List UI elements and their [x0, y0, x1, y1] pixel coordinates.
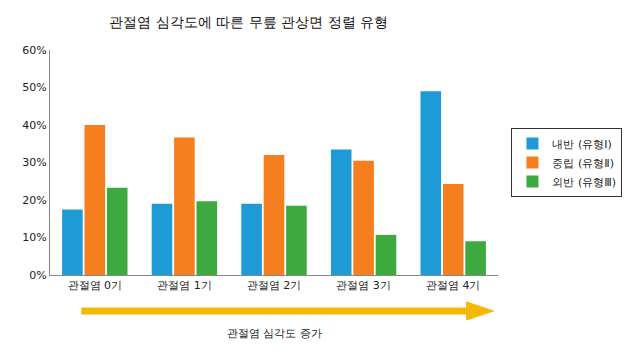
svg-text:중립 (유형Ⅱ): 중립 (유형Ⅱ)	[552, 157, 614, 170]
svg-text:40%: 40%	[22, 119, 46, 132]
svg-text:관절염 심각도에 따른 무릎 관상면 정렬 유형: 관절염 심각도에 따른 무릎 관상면 정렬 유형	[109, 14, 388, 30]
svg-text:20%: 20%	[22, 194, 46, 207]
svg-text:관절염 1기: 관절염 1기	[157, 279, 212, 292]
svg-text:관절염 심각도 증가: 관절염 심각도 증가	[227, 327, 322, 340]
svg-text:10%: 10%	[22, 231, 46, 244]
svg-text:관절염 0기: 관절염 0기	[68, 279, 123, 292]
svg-text:관절염 2기: 관절염 2기	[247, 279, 302, 292]
svg-text:0%: 0%	[29, 269, 46, 282]
svg-text:30%: 30%	[22, 156, 46, 169]
svg-text:60%: 60%	[22, 44, 46, 57]
svg-text:관절염 4기: 관절염 4기	[426, 279, 481, 292]
svg-text:50%: 50%	[22, 81, 46, 94]
svg-text:관절염 3기: 관절염 3기	[336, 279, 391, 292]
svg-text:내반 (유형Ⅰ): 내반 (유형Ⅰ)	[552, 138, 611, 151]
svg-text:외반 (유형Ⅲ): 외반 (유형Ⅲ)	[552, 176, 616, 189]
